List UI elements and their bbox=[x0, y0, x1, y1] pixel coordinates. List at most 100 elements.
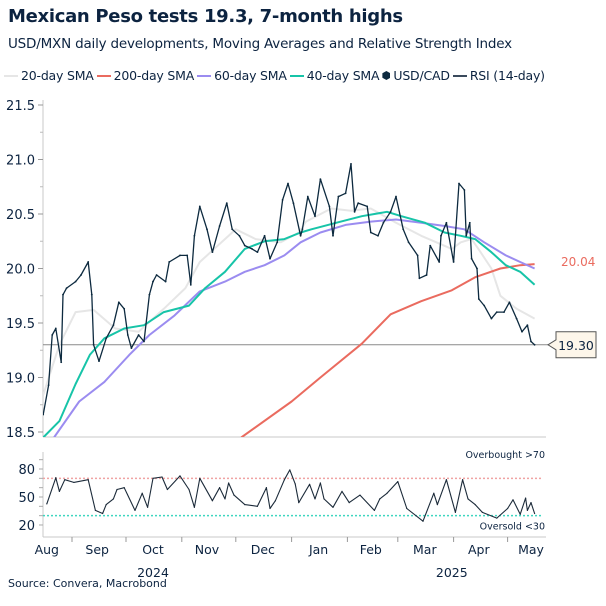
rsi-point bbox=[519, 513, 521, 515]
rsi-point bbox=[134, 509, 136, 512]
legend-item: 20-day SMA bbox=[4, 68, 94, 83]
legend-label: 200-day SMA bbox=[113, 68, 195, 83]
month-label: Sep bbox=[85, 542, 109, 557]
rsi-point bbox=[309, 483, 311, 485]
rsi-point bbox=[525, 497, 527, 499]
rsi-point bbox=[193, 506, 195, 508]
year-label: 2025 bbox=[436, 565, 468, 580]
rsi-point bbox=[332, 506, 334, 508]
rsi-point bbox=[481, 511, 483, 513]
rsi-point bbox=[166, 488, 168, 491]
price-point bbox=[476, 267, 478, 270]
rsi-point bbox=[507, 507, 509, 510]
price-point bbox=[332, 234, 334, 237]
line-swatch-icon bbox=[197, 74, 212, 77]
year-label: 2024 bbox=[137, 565, 169, 580]
rsi-point bbox=[454, 511, 456, 513]
rsi-point bbox=[319, 482, 321, 484]
price-point bbox=[43, 413, 45, 416]
price-point bbox=[123, 307, 126, 310]
rsi-point bbox=[397, 480, 399, 483]
rsi-point bbox=[379, 498, 381, 500]
rsi-point bbox=[534, 512, 536, 515]
rsi-point bbox=[73, 481, 75, 484]
price-point bbox=[395, 195, 397, 198]
y-tick-label: 21.0 bbox=[6, 154, 35, 169]
price-point bbox=[198, 205, 201, 208]
rsi-point bbox=[386, 492, 388, 494]
legend-item: USD/CAD bbox=[382, 68, 450, 83]
price-point bbox=[269, 257, 271, 260]
price-point bbox=[382, 221, 385, 224]
rsi-point bbox=[323, 498, 325, 500]
price-point bbox=[458, 182, 460, 185]
rsi-point bbox=[265, 487, 267, 489]
rsi-point bbox=[289, 469, 291, 471]
rsi-point bbox=[530, 501, 532, 504]
rsi-point bbox=[64, 479, 66, 481]
price-point bbox=[357, 202, 360, 205]
rsi-point bbox=[422, 520, 424, 522]
price-point bbox=[87, 261, 90, 263]
price-point bbox=[238, 234, 241, 237]
price-point bbox=[314, 215, 316, 218]
price-point bbox=[130, 347, 133, 349]
line-swatch-icon bbox=[452, 74, 467, 77]
rsi-point bbox=[87, 479, 89, 481]
price-point bbox=[218, 225, 221, 227]
price-point bbox=[416, 254, 419, 257]
rsi-point bbox=[341, 490, 343, 492]
price-point bbox=[418, 277, 421, 280]
rsi-point bbox=[211, 500, 213, 502]
hexagon-marker-icon bbox=[382, 71, 391, 80]
price-point bbox=[152, 280, 154, 283]
month-label: Apr bbox=[468, 542, 490, 557]
price-point bbox=[137, 334, 140, 336]
rsi-point bbox=[152, 477, 154, 479]
price-point bbox=[366, 205, 369, 208]
y-tick-label: 18.5 bbox=[6, 426, 35, 441]
rsi-point bbox=[141, 492, 143, 494]
price-point bbox=[521, 330, 523, 333]
price-point bbox=[225, 202, 228, 205]
rsi-point bbox=[269, 507, 271, 510]
price-point bbox=[148, 293, 151, 296]
price-point bbox=[465, 234, 468, 237]
price-point bbox=[337, 195, 340, 198]
oversold-label: Oversold <30 bbox=[480, 522, 545, 533]
rsi-point bbox=[467, 498, 469, 500]
price-point bbox=[126, 334, 129, 336]
price-point bbox=[54, 327, 57, 330]
price-point bbox=[65, 287, 68, 290]
chart-title: Mexican Peso tests 19.3, 7-month highs bbox=[8, 6, 403, 27]
rsi-point bbox=[294, 483, 296, 485]
rsi-point bbox=[219, 487, 221, 489]
price-series-group bbox=[43, 162, 536, 437]
price-point bbox=[186, 254, 189, 257]
price-point bbox=[251, 247, 253, 250]
month-label: May bbox=[518, 542, 544, 557]
price-point bbox=[117, 301, 120, 304]
legend: 20-day SMA 200-day SMA 60-day SMA 40-day SM… bbox=[4, 68, 548, 83]
price-point bbox=[164, 280, 167, 283]
price-point bbox=[211, 251, 214, 254]
legend-label: 40-day SMA bbox=[306, 68, 380, 83]
price-point bbox=[51, 334, 54, 336]
rsi-point bbox=[179, 475, 181, 477]
price-point bbox=[490, 317, 493, 320]
price-point bbox=[74, 280, 77, 283]
rsi-point bbox=[224, 498, 226, 500]
price-point bbox=[530, 340, 532, 343]
month-label: Nov bbox=[195, 542, 220, 557]
month-label: Aug bbox=[35, 542, 59, 557]
rsi-point bbox=[46, 503, 48, 505]
price-point bbox=[369, 231, 372, 234]
price-point bbox=[407, 241, 410, 244]
price-point bbox=[47, 384, 50, 387]
price-point bbox=[80, 274, 82, 276]
rsi-point bbox=[433, 492, 435, 494]
rsi-y-tick-label: 80 bbox=[18, 463, 35, 478]
price-point bbox=[263, 234, 266, 237]
price-point bbox=[301, 228, 304, 231]
rsi-point bbox=[436, 504, 438, 506]
